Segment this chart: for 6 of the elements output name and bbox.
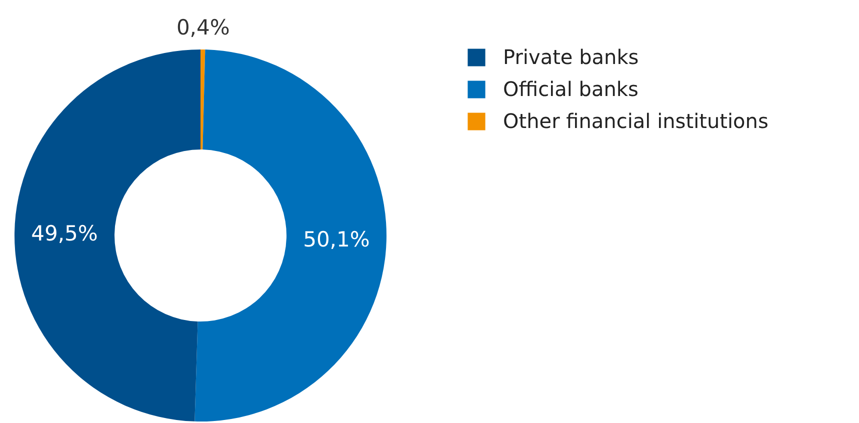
legend-label: Official banks <box>503 77 638 101</box>
data-label: 50,1% <box>303 227 370 252</box>
legend-label: Private banks <box>503 45 639 69</box>
data-label: 0,4% <box>176 16 230 40</box>
legend-label: Other financial institutions <box>503 109 768 133</box>
data-label: 49,5% <box>31 221 98 246</box>
